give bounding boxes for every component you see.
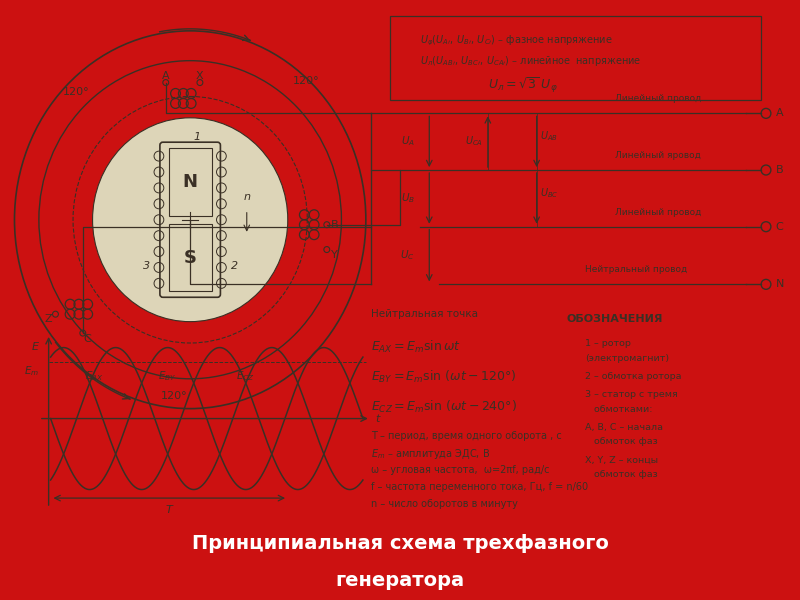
Text: Линейный провод: Линейный провод bbox=[614, 94, 701, 103]
Ellipse shape bbox=[93, 118, 288, 322]
Text: X: X bbox=[196, 71, 204, 80]
Text: $E_{AX}$: $E_{AX}$ bbox=[86, 370, 104, 383]
Text: 3 – статор с тремя: 3 – статор с тремя bbox=[586, 390, 678, 399]
Text: $E_{CZ}$: $E_{CZ}$ bbox=[237, 370, 255, 383]
Text: 2 – обмотка ротора: 2 – обмотка ротора bbox=[586, 372, 682, 381]
Text: $E_{CZ} = E_m \sin\,(\omega t - 240°)$: $E_{CZ} = E_m \sin\,(\omega t - 240°)$ bbox=[370, 398, 517, 415]
Text: 1: 1 bbox=[193, 132, 200, 142]
Text: $U_C$: $U_C$ bbox=[400, 248, 414, 262]
Text: Нейтральный провод: Нейтральный провод bbox=[586, 265, 688, 274]
Text: 2: 2 bbox=[231, 262, 238, 271]
Text: A: A bbox=[162, 71, 170, 80]
Text: $E_m$ – амплитуда ЭДС, В: $E_m$ – амплитуда ЭДС, В bbox=[370, 448, 490, 461]
FancyBboxPatch shape bbox=[160, 142, 221, 297]
Text: A, B, C – начала: A, B, C – начала bbox=[586, 422, 663, 431]
Text: обмоток фаз: обмоток фаз bbox=[586, 437, 658, 446]
Text: $U_\varphi(U_{A\prime},\,U_{B\prime},\,U_{C\prime})$ – фазное напряжение: $U_\varphi(U_{A\prime},\,U_{B\prime},\,U… bbox=[419, 34, 612, 48]
Text: n: n bbox=[244, 192, 251, 202]
Text: $U_л(U_{AB\prime},\,U_{BC\prime},\,U_{CA\prime})$ – линейное  напряжение: $U_л(U_{AB\prime},\,U_{BC\prime},\,U_{CA… bbox=[419, 54, 641, 68]
Text: $E_{BY} = E_m \sin\,(\omega t - 120°)$: $E_{BY} = E_m \sin\,(\omega t - 120°)$ bbox=[370, 369, 516, 385]
Text: генератора: генератора bbox=[335, 571, 465, 590]
FancyBboxPatch shape bbox=[169, 148, 212, 216]
Text: 120°: 120° bbox=[293, 76, 319, 86]
Text: $U_A$: $U_A$ bbox=[401, 134, 414, 148]
Text: t: t bbox=[376, 413, 380, 424]
Text: N: N bbox=[776, 280, 784, 289]
Text: Нейтральная точка: Нейтральная точка bbox=[370, 309, 478, 319]
Text: $U_{BC}$: $U_{BC}$ bbox=[539, 186, 558, 200]
Text: C: C bbox=[84, 334, 91, 344]
Text: 120°: 120° bbox=[161, 391, 187, 401]
Text: T – период, время одного оборота , c: T – период, время одного оборота , c bbox=[370, 431, 562, 442]
Text: 3: 3 bbox=[143, 262, 150, 271]
Text: $U_{AB}$: $U_{AB}$ bbox=[539, 130, 558, 143]
Text: N: N bbox=[182, 173, 198, 191]
Text: ω – угловая частота,  ω=2πf, рад/с: ω – угловая частота, ω=2πf, рад/с bbox=[370, 465, 550, 475]
Text: X, Y, Z – концы: X, Y, Z – концы bbox=[586, 455, 658, 464]
Text: T: T bbox=[166, 505, 173, 515]
Text: Y: Y bbox=[331, 250, 338, 260]
Text: 1 – ротор: 1 – ротор bbox=[586, 339, 631, 348]
Text: n – число оборотов в минуту: n – число оборотов в минуту bbox=[370, 499, 518, 509]
Text: 120°: 120° bbox=[63, 88, 90, 97]
Text: $U_л = \sqrt{3}\;U_\varphi$: $U_л = \sqrt{3}\;U_\varphi$ bbox=[488, 76, 558, 95]
Text: B: B bbox=[776, 165, 783, 175]
Text: Линейный провод: Линейный провод bbox=[614, 208, 701, 217]
Text: A: A bbox=[776, 109, 783, 118]
Text: ОБОЗНАЧЕНИЯ: ОБОЗНАЧЕНИЯ bbox=[566, 314, 663, 324]
Text: обмоток фаз: обмоток фаз bbox=[586, 470, 658, 479]
Text: Линейный яровод: Линейный яровод bbox=[614, 151, 701, 160]
Text: $U_B$: $U_B$ bbox=[401, 191, 414, 205]
Text: f – частота переменного тока, Гц, f = n/60: f – частота переменного тока, Гц, f = n/… bbox=[370, 482, 588, 492]
Text: B: B bbox=[330, 220, 338, 230]
Text: $E_m$: $E_m$ bbox=[24, 364, 39, 377]
Text: $E_{AX} = E_m \sin\omega t$: $E_{AX} = E_m \sin\omega t$ bbox=[370, 339, 461, 355]
FancyBboxPatch shape bbox=[169, 224, 212, 292]
Text: $U_{CA}$: $U_{CA}$ bbox=[465, 134, 483, 148]
Text: (электромагнит): (электромагнит) bbox=[586, 354, 670, 363]
Text: Принципиальная схема трехфазного: Принципиальная схема трехфазного bbox=[191, 534, 609, 553]
Text: C: C bbox=[776, 221, 783, 232]
Text: S: S bbox=[184, 248, 197, 266]
Text: E: E bbox=[32, 342, 39, 352]
Text: $E_{BY}$: $E_{BY}$ bbox=[158, 370, 177, 383]
Text: Z: Z bbox=[45, 314, 53, 324]
Text: обмотками:: обмотками: bbox=[586, 404, 653, 413]
